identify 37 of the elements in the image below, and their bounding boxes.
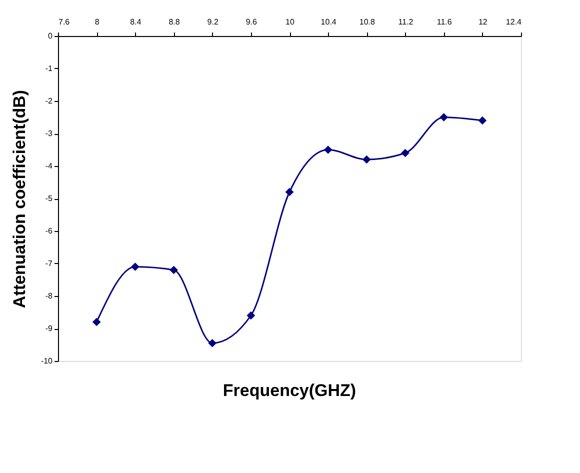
point bbox=[246, 311, 256, 320]
x-tick-label: 8.8 bbox=[168, 18, 180, 26]
point bbox=[401, 148, 410, 158]
point bbox=[362, 155, 371, 164]
x-axis-title: Frequency(GHZ) bbox=[222, 381, 356, 400]
y-tick-label: -5 bbox=[45, 194, 54, 203]
y-tick-label: 0 bbox=[48, 32, 54, 40]
x-tick-label: 10 bbox=[286, 18, 295, 26]
y-tick-label: -3 bbox=[45, 129, 54, 138]
x-tick-label: 7.6 bbox=[58, 18, 70, 26]
y-axis-title: Attenuation coefficient(dB) bbox=[10, 90, 29, 308]
y-tick-label: -4 bbox=[45, 162, 54, 170]
point bbox=[324, 146, 332, 154]
x-tick-label: 11.2 bbox=[398, 18, 414, 26]
point bbox=[478, 116, 487, 125]
x-tick-label: 10.4 bbox=[320, 18, 337, 26]
point bbox=[440, 113, 448, 122]
x-tick-label: 8 bbox=[94, 18, 100, 26]
y-tick-label: -2 bbox=[45, 96, 54, 106]
x-tick-label: 12.4 bbox=[506, 18, 522, 26]
x-tick-label: 12 bbox=[478, 18, 488, 26]
point bbox=[170, 266, 178, 274]
y-tick-label: -1 bbox=[45, 64, 54, 73]
x-tick-label: 10.8 bbox=[359, 18, 376, 26]
y-tick-label: -9 bbox=[45, 324, 54, 333]
y-tick-label: -6 bbox=[45, 226, 54, 236]
point bbox=[208, 338, 217, 348]
point bbox=[92, 318, 101, 326]
x-tick-label: 11.6 bbox=[436, 18, 452, 26]
y-tick-label: -10 bbox=[40, 356, 54, 366]
x-tick-label: 9.2 bbox=[207, 18, 219, 26]
y-tick-label: -8 bbox=[45, 292, 54, 300]
y-tick-label: -7 bbox=[45, 259, 54, 268]
point bbox=[285, 188, 294, 196]
x-tick-label: 9.6 bbox=[246, 18, 258, 26]
point bbox=[130, 262, 140, 271]
x-tick-label: 8.4 bbox=[130, 18, 142, 26]
